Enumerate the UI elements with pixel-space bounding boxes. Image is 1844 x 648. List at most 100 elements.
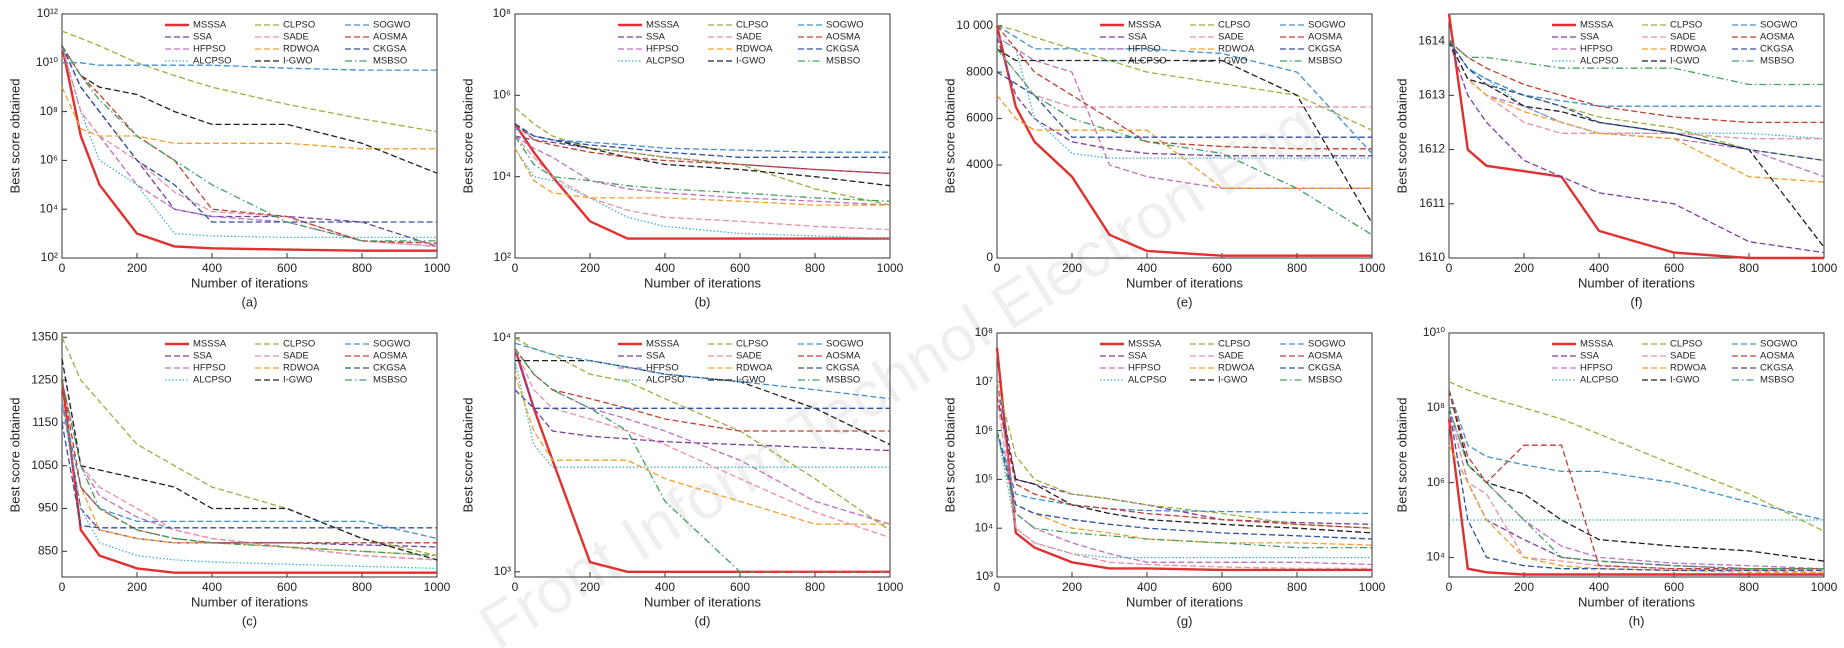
legend-label: I-GWO <box>1670 375 1700 386</box>
y-tick-label: 10⁴ <box>492 169 511 183</box>
panel-caption: (a) <box>242 294 258 309</box>
plot-frame <box>1448 332 1825 578</box>
x-tick-label: 1000 <box>424 261 451 275</box>
series-line <box>1448 40 1824 124</box>
legend-label: ALCPSO <box>193 56 232 67</box>
legend-label: CKGSA <box>826 363 860 374</box>
series-line <box>61 45 437 242</box>
legend-label: RDWOA <box>736 363 773 374</box>
x-tick-label: 800 <box>1287 580 1307 594</box>
series-line <box>996 71 1372 138</box>
y-tick-label: 10⁶ <box>1427 475 1445 489</box>
legend-label: ALCPSO <box>646 375 685 386</box>
series-line <box>996 36 1372 159</box>
x-tick-label: 600 <box>1664 580 1684 594</box>
series-line <box>61 379 438 557</box>
series-line <box>995 25 1372 257</box>
x-tick-label: 1000 <box>877 261 904 275</box>
y-tick-label: 10⁴ <box>39 201 58 215</box>
plot-frame <box>996 13 1373 259</box>
y-axis-label: Best score obtained <box>460 79 475 194</box>
legend-label: MSBSO <box>1760 375 1794 386</box>
series-line <box>1448 40 1824 86</box>
plot-frame <box>61 13 438 259</box>
legend-label: SOGWO <box>1308 339 1345 350</box>
y-tick-label: 10³ <box>976 569 993 583</box>
x-tick-label: 800 <box>1739 580 1759 594</box>
series-line <box>61 45 438 248</box>
legend-label: AOSMA <box>1760 351 1795 362</box>
legend-label: CLPSO <box>736 20 768 31</box>
legend-label: ALCPSO <box>1580 56 1619 67</box>
y-tick-label: 10⁸ <box>40 104 58 118</box>
legend-label: CLPSO <box>283 20 315 31</box>
legend-label: SADE <box>283 351 309 362</box>
legend-label: HFPSO <box>1128 363 1161 374</box>
legend-label: RDWOA <box>283 44 320 55</box>
x-tick-label: 200 <box>127 580 147 594</box>
series-line <box>996 25 1372 150</box>
x-tick-label: 600 <box>277 261 297 275</box>
legend-label: MSBSO <box>1308 375 1342 386</box>
x-tick-label: 1000 <box>1811 261 1838 275</box>
series-line <box>514 123 890 158</box>
series-line <box>996 396 1372 570</box>
legend-label: RDWOA <box>283 363 320 374</box>
series-line <box>61 358 438 561</box>
panel-caption: (g) <box>1177 613 1193 628</box>
y-tick-label: 10⁸ <box>975 325 993 339</box>
series-line <box>996 430 1372 549</box>
legend-label: ALCPSO <box>193 375 232 386</box>
legend-label: ALCPSO <box>646 56 685 67</box>
legend-label: HFPSO <box>646 363 679 374</box>
x-tick-label: 0 <box>994 261 1001 275</box>
legend-label: MSBSO <box>1760 56 1794 67</box>
series-line <box>61 401 438 557</box>
legend-label: CKGSA <box>1760 363 1794 374</box>
x-tick-label: 400 <box>202 580 222 594</box>
legend-label: RDWOA <box>736 44 773 55</box>
legend-label: HFPSO <box>1128 44 1161 55</box>
legend-label: I-GWO <box>736 56 766 67</box>
y-tick-label: 850 <box>38 543 58 557</box>
legend-label: CKGSA <box>373 44 407 55</box>
series-line <box>514 135 891 202</box>
series-line <box>1448 381 1825 532</box>
x-tick-label: 200 <box>1062 261 1082 275</box>
series-line <box>514 360 890 468</box>
legend-label: HFPSO <box>193 363 226 374</box>
legend-label: HFPSO <box>646 44 679 55</box>
legend-label: I-GWO <box>736 375 766 386</box>
legend-label: AOSMA <box>373 351 408 362</box>
y-tick-label: 10⁵ <box>975 472 993 486</box>
legend-label: RDWOA <box>1218 44 1255 55</box>
legend-label: SOGWO <box>826 20 863 31</box>
legend-label: AOSMA <box>1308 351 1343 362</box>
series-line <box>514 348 890 573</box>
y-axis-label: Best score obtained <box>1394 79 1409 194</box>
x-tick-label: 200 <box>1514 261 1534 275</box>
x-tick-label: 0 <box>1446 580 1453 594</box>
legend-label: ALCPSO <box>1128 56 1167 67</box>
x-tick-label: 800 <box>805 261 825 275</box>
series-line <box>1448 389 1824 570</box>
series-line <box>995 347 1372 572</box>
series-line <box>61 45 437 223</box>
legend-label: MSSSA <box>646 20 680 31</box>
legend-label: SOGWO <box>826 339 863 350</box>
x-tick-label: 1000 <box>1359 261 1386 275</box>
y-axis-label: Best score obtained <box>1394 398 1409 513</box>
legend-label: CKGSA <box>1308 44 1342 55</box>
legend-label: SOGWO <box>1760 20 1797 31</box>
x-tick-label: 1000 <box>1811 580 1838 594</box>
series-line <box>996 430 1372 559</box>
x-tick-label: 600 <box>277 580 297 594</box>
series-line <box>1448 40 1825 140</box>
series-line <box>61 379 437 544</box>
series-line <box>996 48 1373 224</box>
series-line <box>61 45 438 174</box>
series-line <box>996 36 1372 189</box>
legend-label: CLPSO <box>1670 20 1702 31</box>
legend-label: SSA <box>1128 351 1148 362</box>
